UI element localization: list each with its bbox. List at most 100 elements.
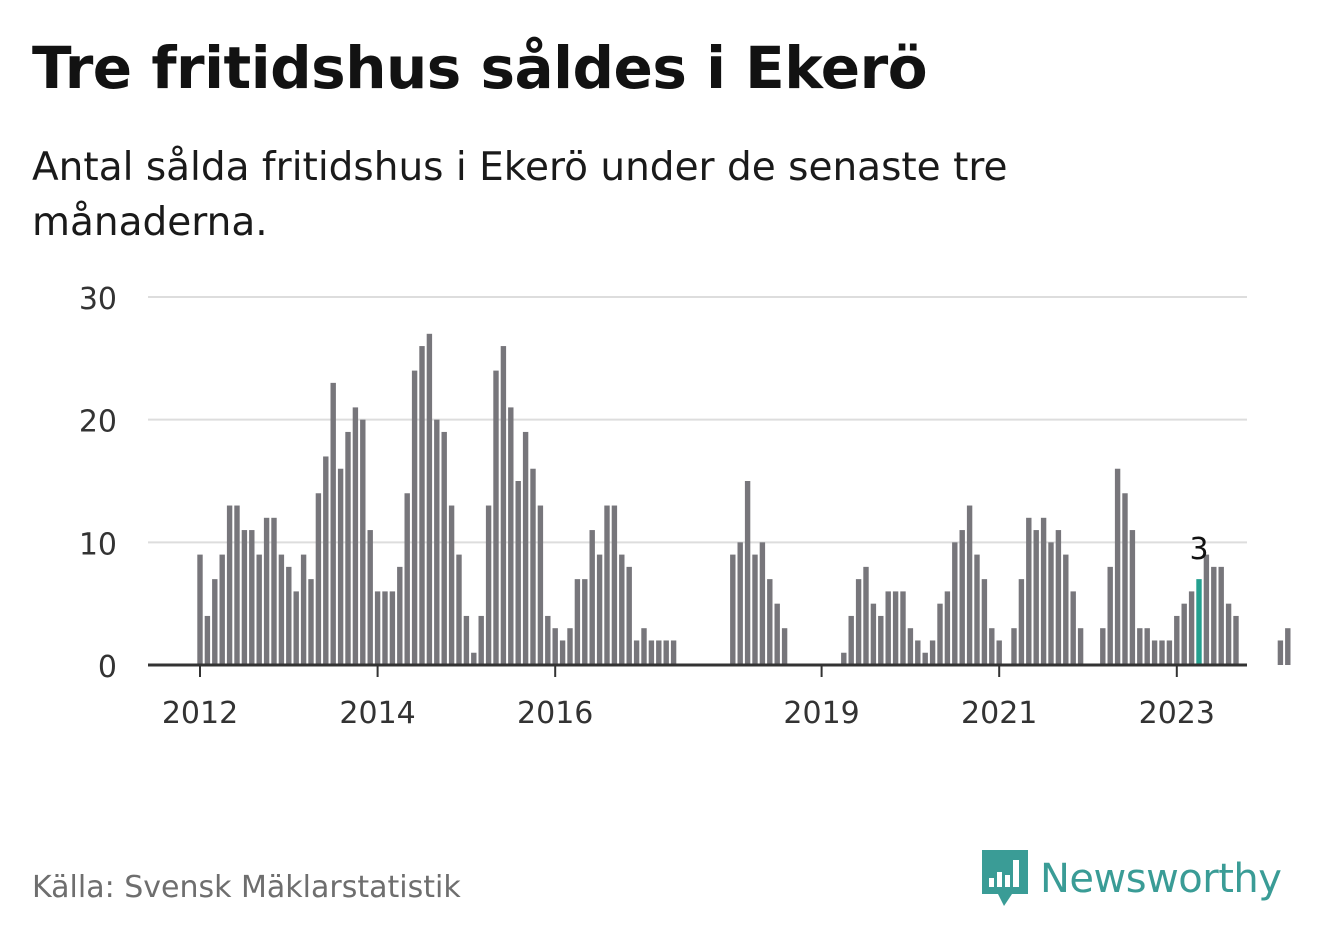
bar [670,640,677,665]
bar [278,554,285,665]
bar [656,640,662,665]
bar [663,640,669,665]
highlight-value-label: 3 [1189,532,1208,567]
bar [1181,603,1187,665]
bar [1285,628,1291,665]
bar [1100,628,1106,665]
bar [737,542,743,665]
bar [915,640,921,665]
bar [966,505,973,665]
bar [944,591,951,665]
bar [937,603,943,665]
bar [633,640,640,665]
bar [900,591,906,665]
bar [582,579,588,665]
bar [974,554,980,665]
bar [1218,566,1224,665]
bar [774,603,780,665]
bar [567,628,573,665]
bar [397,566,403,665]
bar [1114,468,1121,665]
bar [411,370,418,665]
bar [434,419,440,665]
bar [1174,615,1180,665]
bar [744,481,751,665]
brand-name: Newsworthy [1040,856,1282,902]
bar [907,628,914,665]
bar [382,591,388,665]
bar [952,542,958,665]
bar [1018,579,1025,665]
gridlines [148,296,1247,544]
bar [752,554,758,665]
bar [226,505,233,665]
bar [204,615,211,665]
chart-title: Tre fritidshus såldes i Ekerö [32,34,928,102]
x-axis: 2012 2014 2016 2019 2021 2023 [148,663,1247,731]
bar [404,493,410,665]
bar [537,505,544,665]
bar [522,431,529,665]
bar [604,505,610,665]
bar [197,554,203,665]
bar [308,579,314,665]
bar [641,628,647,665]
source-note: Källa: Svensk Mäklarstatistik [32,870,461,905]
bar [493,370,499,665]
bar [500,346,507,665]
bar [929,640,936,665]
bar [323,456,329,665]
bar [848,615,854,665]
bar [1159,640,1165,665]
bar [855,579,862,665]
y-tick-label: 0 [98,650,117,685]
bar [293,591,299,665]
bar [552,628,558,665]
bar-chart: 0 10 20 30 2012 2014 2016 2019 2021 2023 3 [79,282,1291,731]
x-tick-label: 2023 [1139,696,1215,731]
bar [256,554,262,665]
bar [389,591,396,665]
bar [1107,566,1113,665]
bar [1137,628,1143,665]
bar [478,615,484,665]
bar [463,615,470,665]
bar [781,628,788,665]
annotations: 3 [1189,532,1208,567]
bar [1055,530,1062,665]
bar [611,505,618,665]
bar [996,640,1002,665]
bar [286,566,292,665]
bar [249,530,255,665]
bar [212,579,218,665]
bar [530,468,536,665]
x-tick-label: 2012 [162,696,238,731]
bar [1011,628,1017,665]
bar [1233,615,1239,665]
bar [448,505,455,665]
bar [559,640,566,665]
x-tick-label: 2021 [961,696,1037,731]
bar [1166,640,1173,665]
bar [300,554,307,665]
bar [870,603,877,665]
bar [648,640,655,665]
bar [456,554,462,665]
bar [1026,517,1032,665]
bar-highlight [1196,579,1202,665]
bars [197,333,1291,665]
bar [441,431,447,665]
bar [863,566,869,665]
chart-subtitle: Antal sålda fritidshus i Ekerö under de … [32,145,1008,245]
bar [419,346,425,665]
x-tick-label: 2014 [339,696,415,731]
bar [1129,530,1136,665]
bar [1188,591,1195,665]
bar [619,554,625,665]
bar [471,652,477,665]
bar [1122,493,1128,665]
bar [1144,628,1150,665]
bar [1063,554,1069,665]
bar [1040,517,1047,665]
bar [892,591,899,665]
